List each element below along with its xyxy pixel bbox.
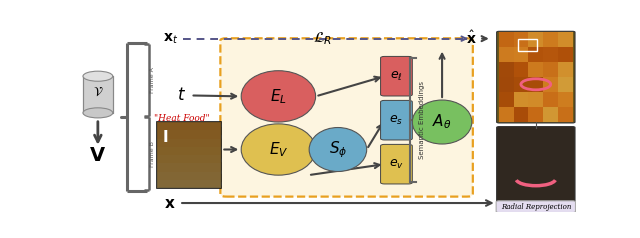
Text: $e_\ell$: $e_\ell$	[390, 70, 403, 83]
Ellipse shape	[83, 108, 113, 118]
Ellipse shape	[83, 71, 113, 81]
Text: $\mathbf{x}_t$: $\mathbf{x}_t$	[163, 31, 178, 46]
FancyBboxPatch shape	[496, 201, 575, 213]
Polygon shape	[558, 92, 573, 107]
Text: "Heat Food": "Heat Food"	[154, 114, 209, 123]
Polygon shape	[157, 147, 221, 155]
Polygon shape	[157, 139, 221, 147]
Text: $\hat{\mathbf{x}}$: $\hat{\mathbf{x}}$	[467, 30, 477, 47]
Polygon shape	[543, 77, 558, 92]
Ellipse shape	[412, 100, 472, 144]
FancyBboxPatch shape	[497, 31, 575, 123]
Text: $\mathbf{I}$: $\mathbf{I}$	[162, 129, 168, 145]
Polygon shape	[157, 172, 221, 180]
Polygon shape	[157, 130, 221, 139]
Text: $E_L$: $E_L$	[270, 87, 287, 106]
FancyBboxPatch shape	[381, 100, 412, 140]
Text: Frame B: Frame B	[150, 141, 156, 167]
FancyBboxPatch shape	[381, 144, 412, 184]
Polygon shape	[499, 62, 514, 77]
Text: $t$: $t$	[177, 86, 186, 104]
Polygon shape	[514, 107, 529, 122]
Text: $S_\phi$: $S_\phi$	[329, 139, 347, 160]
Polygon shape	[157, 122, 221, 130]
Ellipse shape	[309, 128, 367, 172]
Polygon shape	[514, 62, 529, 77]
Polygon shape	[514, 92, 529, 107]
Polygon shape	[514, 77, 529, 92]
FancyBboxPatch shape	[220, 38, 473, 197]
Polygon shape	[499, 77, 514, 92]
Text: $A_\theta$: $A_\theta$	[432, 113, 452, 131]
Text: $\mathcal{L}_R$: $\mathcal{L}_R$	[314, 30, 333, 47]
Polygon shape	[157, 155, 221, 163]
Polygon shape	[83, 76, 113, 113]
Polygon shape	[529, 32, 543, 47]
Text: $\mathbf{V}$: $\mathbf{V}$	[90, 145, 106, 164]
Polygon shape	[157, 163, 221, 172]
Polygon shape	[558, 77, 573, 92]
Polygon shape	[558, 47, 573, 62]
Text: Semantic Embeddings: Semantic Embeddings	[419, 81, 425, 159]
Text: $\mathbf{x}$: $\mathbf{x}$	[164, 196, 176, 211]
Text: $E_V$: $E_V$	[269, 140, 288, 159]
Polygon shape	[558, 62, 573, 77]
Polygon shape	[529, 92, 543, 107]
Text: $\mathcal{V}$: $\mathcal{V}$	[93, 85, 103, 98]
Polygon shape	[499, 32, 514, 47]
Text: Radial Reprojection: Radial Reprojection	[500, 203, 571, 211]
Polygon shape	[543, 107, 558, 122]
Text: Frame A: Frame A	[150, 67, 156, 93]
Polygon shape	[499, 107, 514, 122]
Polygon shape	[543, 32, 558, 47]
FancyBboxPatch shape	[157, 122, 221, 188]
Polygon shape	[529, 62, 543, 77]
Polygon shape	[543, 92, 558, 107]
FancyBboxPatch shape	[497, 127, 575, 202]
Ellipse shape	[241, 71, 316, 122]
Polygon shape	[529, 77, 543, 92]
Polygon shape	[499, 47, 514, 62]
FancyBboxPatch shape	[381, 56, 412, 96]
Ellipse shape	[241, 124, 316, 175]
Polygon shape	[558, 32, 573, 47]
Polygon shape	[157, 180, 221, 188]
Polygon shape	[529, 107, 543, 122]
Polygon shape	[543, 62, 558, 77]
Polygon shape	[499, 92, 514, 107]
Polygon shape	[514, 47, 529, 62]
Text: $e_v$: $e_v$	[389, 158, 404, 171]
Polygon shape	[543, 47, 558, 62]
Text: $e_s$: $e_s$	[389, 114, 403, 127]
Polygon shape	[514, 32, 529, 47]
Polygon shape	[558, 107, 573, 122]
Polygon shape	[529, 47, 543, 62]
